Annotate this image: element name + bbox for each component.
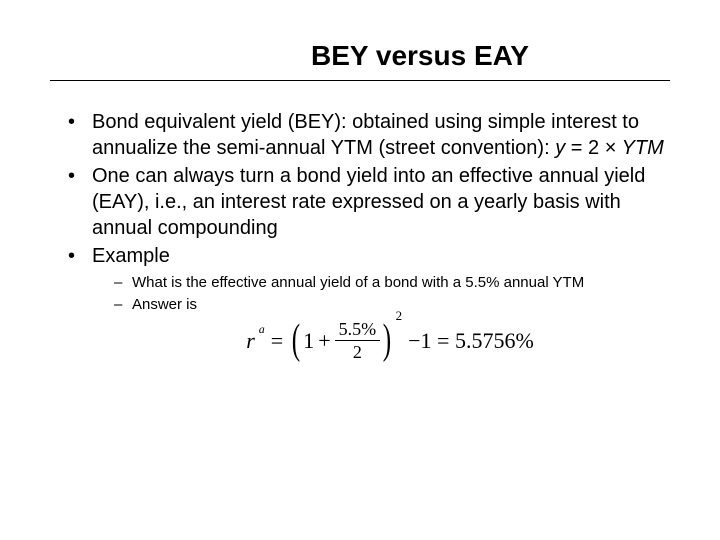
eq-numerator: 5.5% — [335, 320, 381, 341]
sub-question: What is the effective annual yield of a … — [114, 273, 670, 293]
slide-title: BEY versus EAY — [50, 40, 670, 72]
eq-exponent: 2 — [396, 308, 403, 324]
eq-r: r — [246, 328, 255, 353]
formula-ytm: YTM — [616, 137, 663, 159]
main-bullet-list: Bond equivalent yield (BEY): obtained us… — [50, 109, 670, 314]
formula-mult: × — [605, 137, 617, 159]
eq-tail: −1 = 5.5756% — [408, 328, 534, 354]
equation: ra = ( 1 + 5.5% 2 ) 2 −1 = 5.5756% — [246, 320, 534, 361]
eq-variable-r: ra — [246, 328, 265, 354]
eq-fraction: 5.5% 2 — [335, 320, 381, 361]
bullet-example: Example What is the effective annual yie… — [68, 243, 670, 314]
eq-inner: 1 + 5.5% 2 — [303, 320, 380, 361]
bullet-bey: Bond equivalent yield (BEY): obtained us… — [68, 109, 670, 161]
eq-one: 1 — [303, 328, 314, 354]
eq-r-sup: a — [259, 322, 265, 337]
sub-bullet-list: What is the effective annual yield of a … — [92, 273, 670, 314]
eq-denominator: 2 — [349, 341, 366, 361]
eq-plus: + — [318, 328, 330, 354]
eq-equals-1: = — [271, 328, 283, 354]
formula-eq: = 2 — [565, 137, 604, 159]
title-rule — [50, 80, 670, 81]
bullet-eay: One can always turn a bond yield into an… — [68, 163, 670, 241]
bullet-example-label: Example — [92, 245, 170, 267]
eq-power-group: ( 1 + 5.5% 2 ) 2 — [289, 320, 394, 361]
slide: BEY versus EAY Bond equivalent yield (BE… — [0, 0, 720, 540]
sub-answer: Answer is — [114, 295, 670, 315]
equation-container: ra = ( 1 + 5.5% 2 ) 2 −1 = 5.5756% — [50, 320, 670, 361]
eq-rparen: ) — [383, 326, 391, 355]
formula-y: y — [555, 137, 565, 159]
eq-lparen: ( — [292, 326, 300, 355]
